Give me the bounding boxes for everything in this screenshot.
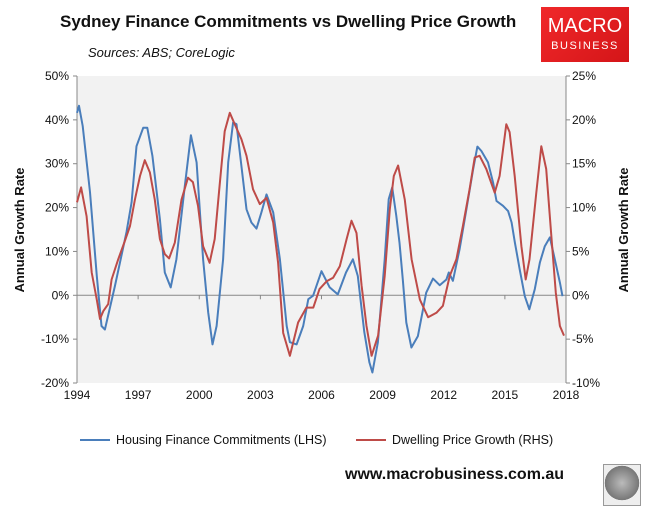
y-tick-label-right: -5% xyxy=(572,332,594,346)
y-tick-label-right: 0% xyxy=(572,288,590,302)
legend-label-rhs: Dwelling Price Growth (RHS) xyxy=(392,433,554,447)
y-tick-label-left: -20% xyxy=(41,376,69,390)
footer-url: www.macrobusiness.com.au xyxy=(345,466,565,483)
plot-area xyxy=(77,76,566,383)
y-tick-label-left: 0% xyxy=(52,288,70,302)
y-tick-label-right: 5% xyxy=(572,244,590,258)
chart-title: Sydney Finance Commitments vs Dwelling P… xyxy=(60,12,517,31)
wolf-logo xyxy=(603,464,641,506)
y-tick-label-right: 10% xyxy=(572,201,596,215)
x-tick-label: 2006 xyxy=(308,388,335,402)
y-tick-label-left: 40% xyxy=(45,113,69,127)
y-tick-label-left: 50% xyxy=(45,69,69,83)
legend-label-lhs: Housing Finance Commitments (LHS) xyxy=(116,433,327,447)
logo-line1: MACRO xyxy=(547,15,623,37)
y-tick-label-right: -10% xyxy=(572,376,600,390)
series-line-finance-commitments xyxy=(76,104,564,374)
x-tick-label: 2000 xyxy=(186,388,213,402)
macrobusiness-logo: MACRO BUSINESS xyxy=(541,7,629,62)
x-tick-label: 2018 xyxy=(553,388,580,402)
y-tick-label-left: 10% xyxy=(45,244,69,258)
x-tick-label: 2009 xyxy=(369,388,396,402)
y-tick-label-right: 25% xyxy=(572,69,596,83)
y-axis-title-right: Annual Growth Rate xyxy=(616,168,631,293)
x-tick-label: 2012 xyxy=(430,388,457,402)
series-line-dwelling-price-growth xyxy=(76,111,565,357)
x-tick-label: 2015 xyxy=(492,388,519,402)
y-tick-label-right: 20% xyxy=(572,113,596,127)
chart-subtitle: Sources: ABS; CoreLogic xyxy=(88,45,235,60)
y-tick-label-left: -10% xyxy=(41,332,69,346)
legend-swatch-rhs xyxy=(356,439,386,441)
x-tick-label: 2003 xyxy=(247,388,274,402)
x-tick-label: 1994 xyxy=(64,388,91,402)
legend-item-lhs: Housing Finance Commitments (LHS) xyxy=(80,433,327,447)
y-tick-label-left: 20% xyxy=(45,201,69,215)
legend-item-rhs: Dwelling Price Growth (RHS) xyxy=(356,433,553,447)
logo-line2: BUSINESS xyxy=(551,40,619,52)
legend-swatch-lhs xyxy=(80,439,110,441)
y-tick-label-right: 15% xyxy=(572,157,596,171)
y-tick-label-left: 30% xyxy=(45,157,69,171)
x-tick-label: 1997 xyxy=(125,388,152,402)
y-axis-title-left: Annual Growth Rate xyxy=(12,168,27,293)
